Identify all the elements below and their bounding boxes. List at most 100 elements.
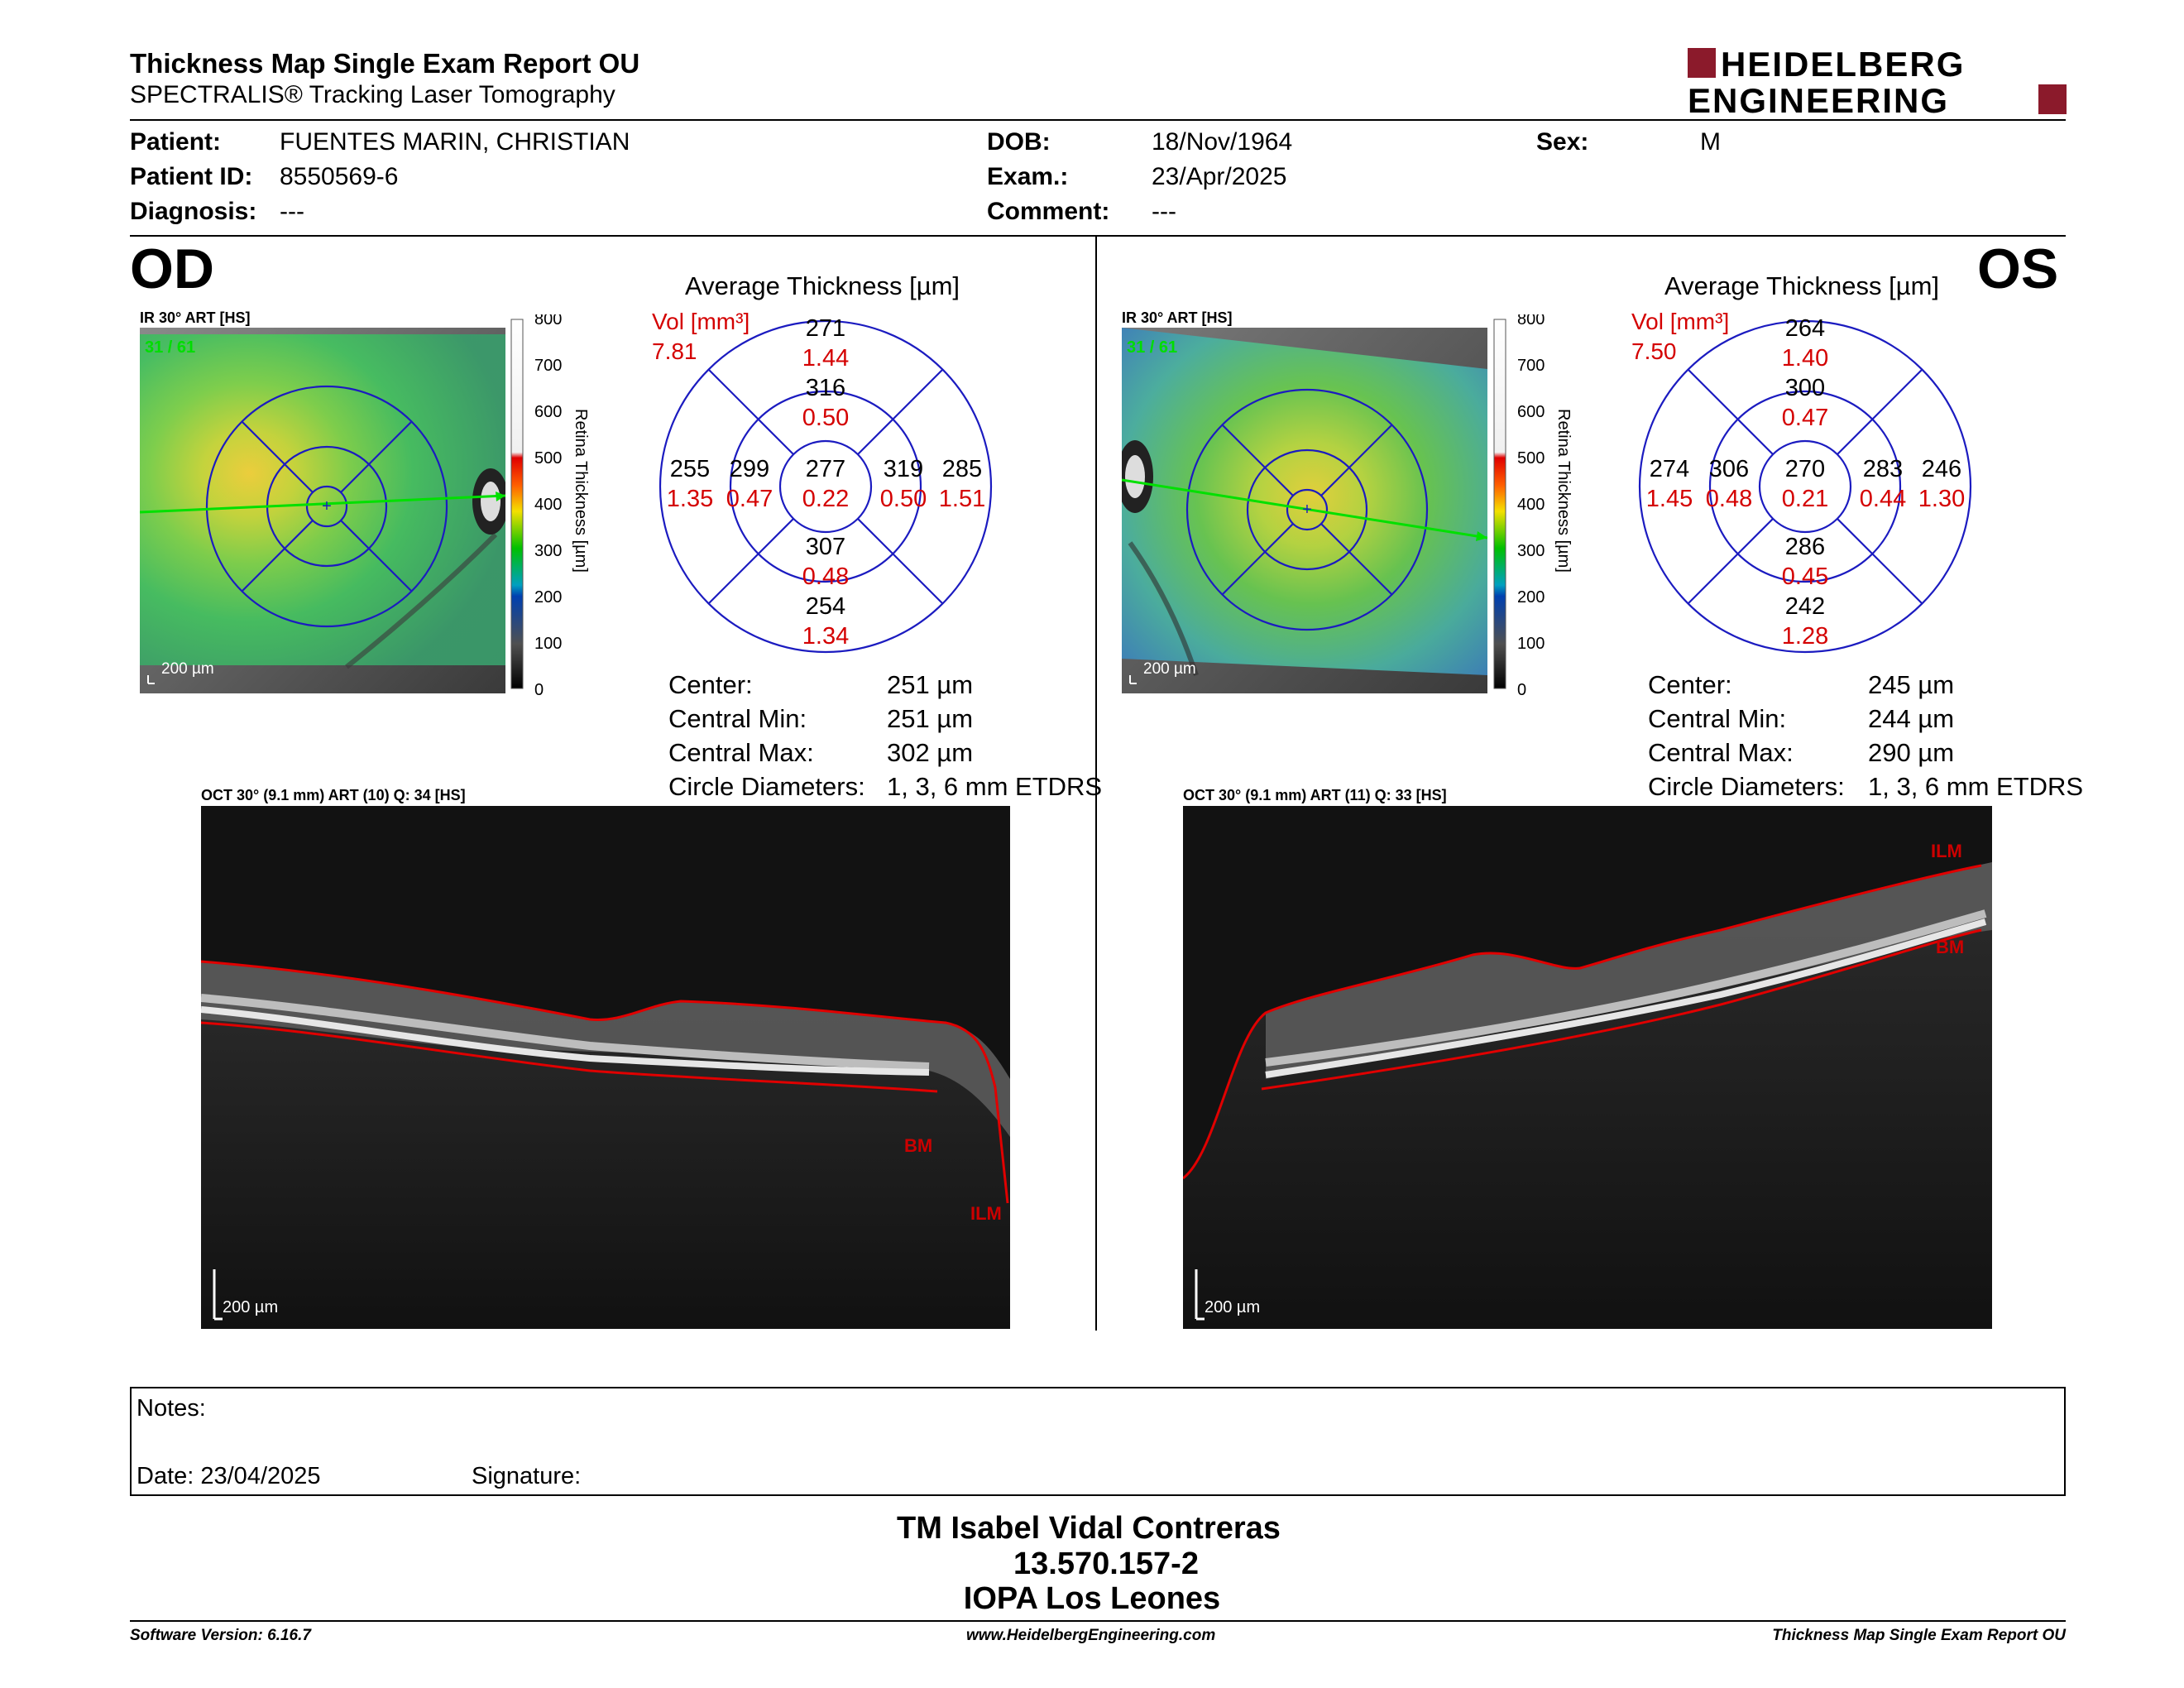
os-vol-label: Vol [mm³] (1631, 309, 1729, 334)
od-outer-right-vol: 1.51 (939, 486, 985, 512)
od-tick-500: 500 (534, 449, 562, 468)
os-ir-scale: 200 µm (1143, 660, 1196, 678)
os-label: OS (1977, 237, 2059, 300)
os-central-min-value: 244 µm (1868, 704, 1955, 733)
os-avg-title: Average Thickness [µm] (1664, 271, 1940, 300)
os-tick-600: 600 (1517, 403, 1545, 421)
os-tick-300: 300 (1517, 542, 1545, 560)
software-version: Software Version: 6.16.7 (130, 1627, 311, 1644)
os-circle-diam-label: Circle Diameters: (1648, 772, 1845, 801)
od-etdrs-grid: Vol [mm³] 7.81 271 1.44 316 0.50 277 0.2… (644, 306, 1008, 662)
os-outer-right-thk: 246 (1922, 456, 1961, 482)
os-inner-left-vol: 0.48 (1706, 486, 1752, 512)
od-inner-right-vol: 0.50 (880, 486, 927, 512)
od-thickness-map: + 31 / 61 200 µm (139, 328, 509, 693)
os-tick-100: 100 (1517, 635, 1545, 653)
os-inner-sup-vol: 0.47 (1782, 405, 1828, 431)
od-tick-300: 300 (534, 542, 562, 560)
os-center-value: 245 µm (1868, 670, 1955, 699)
os-oct-label: OCT 30° (9.1 mm) ART (11) Q: 33 [HS] (1183, 787, 1447, 803)
os-inner-left-thk: 306 (1709, 456, 1749, 482)
od-central-min-label: Central Min: (668, 704, 807, 733)
os-outer-inf-thk: 242 (1785, 593, 1825, 620)
exam-label: Exam.: (987, 163, 1069, 190)
notes-signature: Signature: (472, 1463, 582, 1489)
footer-report-name: Thickness Map Single Exam Report OU (1772, 1627, 2066, 1644)
os-inner-inf-vol: 0.45 (1782, 563, 1828, 590)
patient-label: Patient: (130, 128, 222, 156)
od-inner-right-thk: 319 (884, 456, 923, 482)
od-center-thk: 277 (806, 456, 845, 482)
website-link[interactable]: www.HeidelbergEngineering.com (966, 1627, 1216, 1644)
os-outer-sup-vol: 1.40 (1782, 345, 1828, 372)
patient-divider (130, 235, 2066, 237)
od-colorbar: 800 700 600 500 400 300 200 100 0 Retina… (506, 310, 597, 699)
logo-line1: HEIDELBERG (1721, 46, 1965, 84)
od-tick-200: 200 (534, 588, 562, 607)
od-inner-left-thk: 299 (730, 456, 769, 482)
od-tick-800: 800 (534, 314, 562, 328)
os-frame-counter: 31 / 61 (1127, 338, 1177, 357)
od-colorbar-ticks: 800 700 600 500 400 300 200 100 0 (534, 310, 562, 699)
od-center-value: 251 µm (887, 670, 974, 699)
od-tick-100: 100 (534, 635, 562, 653)
svg-text:+: + (1302, 501, 1312, 519)
od-ir-scale: 200 µm (161, 660, 214, 678)
os-circle-diam-value: 1, 3, 6 mm ETDRS (1868, 772, 2084, 801)
logo-line2: ENGINEERING (1688, 81, 1949, 117)
od-outer-inf-vol: 1.34 (802, 623, 849, 650)
patient-id-value: 8550569-6 (280, 163, 399, 190)
patient-name: FUENTES MARIN, CHRISTIAN (280, 128, 630, 156)
os-center-vol: 0.21 (1782, 486, 1828, 512)
od-center-vol: 0.22 (802, 486, 849, 512)
os-central-min-label: Central Min: (1648, 704, 1787, 733)
os-colorbar-ticks: 800 700 600 500 400 300 200 100 0 (1517, 310, 1545, 699)
od-center-label: Center: (668, 670, 753, 699)
od-inner-sup-thk: 316 (806, 375, 845, 401)
os-central-max-value: 290 µm (1868, 738, 1955, 767)
od-oct-label: OCT 30° (9.1 mm) ART (10) Q: 34 [HS] (201, 787, 466, 803)
od-inner-inf-vol: 0.48 (802, 563, 849, 590)
od-tick-0: 0 (534, 681, 544, 695)
od-vol-total: 7.81 (652, 338, 697, 364)
os-ir-label: IR 30° ART [HS] (1122, 309, 1233, 326)
diagnosis-label: Diagnosis: (130, 198, 257, 225)
os-vol-total: 7.50 (1631, 338, 1677, 364)
comment-value: --- (1152, 198, 1176, 225)
od-avg-title: Average Thickness [µm] (685, 271, 960, 300)
od-vol-label: Vol [mm³] (652, 309, 750, 334)
os-oct-ilm-label: ILM (1931, 841, 1962, 861)
notes-label: Notes: (136, 1395, 206, 1422)
exam-value: 23/Apr/2025 (1152, 163, 1287, 190)
os-tick-400: 400 (1517, 496, 1545, 514)
svg-text:+: + (322, 497, 332, 516)
od-central-min-value: 251 µm (887, 704, 974, 733)
od-oct-bscan: BM ILM 200 µm (200, 806, 1010, 1329)
od-central-max-label: Central Max: (668, 738, 814, 767)
od-outer-left-thk: 255 (670, 456, 710, 482)
od-tick-400: 400 (534, 496, 562, 514)
os-outer-inf-vol: 1.28 (1782, 623, 1828, 650)
od-outer-sup-thk: 271 (806, 315, 845, 342)
notes-box[interactable]: Notes: Date: 23/04/2025 Signature: (130, 1387, 2066, 1496)
od-oct-scale: 200 µm (223, 1298, 278, 1316)
os-etdrs-grid: Vol [mm³] 7.50 264 1.40 300 0.47 270 0.2… (1623, 306, 1987, 662)
od-outer-inf-thk: 254 (806, 593, 845, 620)
od-outer-sup-vol: 1.44 (802, 345, 849, 372)
od-colorbar-title: Retina Thickness [µm] (572, 409, 590, 573)
diagnosis-value: --- (280, 198, 304, 225)
os-center-label: Center: (1648, 670, 1732, 699)
os-colorbar-title: Retina Thickness [µm] (1554, 409, 1573, 573)
os-tick-500: 500 (1517, 449, 1545, 468)
notes-date: Date: 23/04/2025 (136, 1463, 321, 1489)
comment-label: Comment: (987, 198, 1110, 225)
os-inner-inf-thk: 286 (1785, 534, 1825, 560)
od-tick-600: 600 (534, 403, 562, 421)
od-central-max-value: 302 µm (887, 738, 974, 767)
dob-label: DOB: (987, 128, 1051, 156)
heidelberg-logo: HEIDELBERG ENGINEERING (1688, 45, 2068, 120)
os-outer-right-vol: 1.30 (1918, 486, 1965, 512)
signer-name: TM Isabel Vidal Contreras (897, 1511, 1281, 1546)
od-circle-diam-value: 1, 3, 6 mm ETDRS (887, 772, 1103, 801)
os-tick-700: 700 (1517, 357, 1545, 375)
